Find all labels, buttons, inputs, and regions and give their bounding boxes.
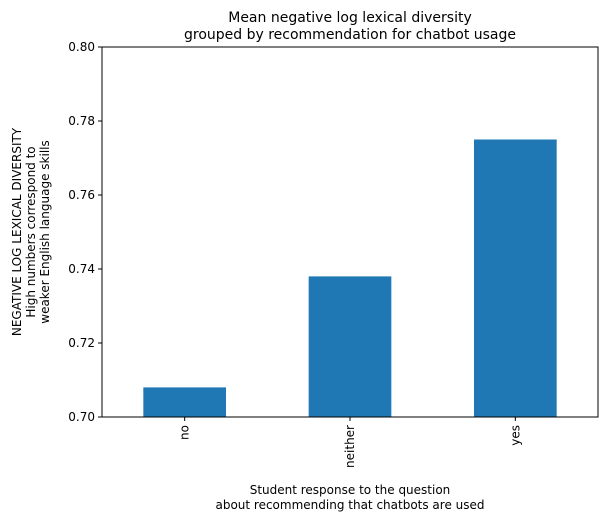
y-axis-label-line-2: High numbers correspond to bbox=[24, 146, 38, 317]
y-tick-label: 0.78 bbox=[68, 114, 95, 128]
y-axis-ticks: 0.70 0.72 0.74 0.76 0.78 0.80 bbox=[68, 40, 102, 424]
bars-group bbox=[143, 139, 557, 417]
bar-neither bbox=[308, 276, 392, 417]
y-tick-label: 0.74 bbox=[68, 262, 95, 276]
x-axis-label-line-2: about recommending that chatbots are use… bbox=[215, 498, 484, 512]
y-tick-label: 0.80 bbox=[68, 40, 95, 54]
bar-yes bbox=[474, 139, 557, 417]
x-tick-label: yes bbox=[508, 425, 522, 446]
y-tick-label: 0.72 bbox=[68, 336, 95, 350]
chart-title-line-2: grouped by recommendation for chatbot us… bbox=[184, 27, 516, 43]
x-tick-label: neither bbox=[343, 425, 357, 468]
x-tick-label: no bbox=[178, 425, 192, 440]
x-axis-ticks: no neither yes bbox=[178, 417, 522, 468]
y-axis-label-line-3: weaker English language skills bbox=[38, 140, 52, 324]
bar-no bbox=[143, 387, 226, 417]
y-axis-label-line-1: NEGATIVE LOG LEXICAL DIVERSITY bbox=[10, 127, 24, 336]
chart-title-line-1: Mean negative log lexical diversity bbox=[228, 10, 472, 26]
plot-frame bbox=[101, 46, 599, 418]
y-tick-label: 0.76 bbox=[68, 188, 95, 202]
x-axis-label-line-1: Student response to the question bbox=[250, 483, 451, 497]
y-tick-label: 0.70 bbox=[68, 410, 95, 424]
